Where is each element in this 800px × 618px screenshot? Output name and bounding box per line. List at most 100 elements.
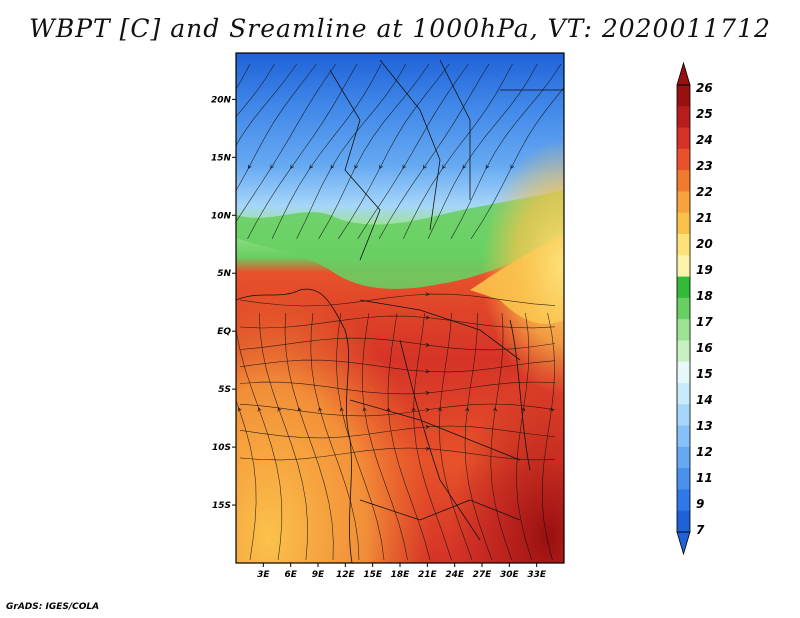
border-line <box>329 69 381 261</box>
streamline-arrow <box>423 164 427 169</box>
border-line <box>509 319 531 471</box>
lat-axis: 20N 15N 10N 5N EQ 5S 10S 15S <box>211 95 236 511</box>
colorbar-swatch <box>677 404 690 427</box>
colorbar-label: 24 <box>696 133 713 147</box>
streamline-arrow <box>318 407 323 412</box>
streamline-arrow <box>425 369 430 374</box>
border-line <box>379 59 441 231</box>
streamline <box>338 63 450 239</box>
colorbar-swatch <box>677 319 690 341</box>
streamline-arrow <box>402 164 407 169</box>
streamline-arrow <box>362 407 367 412</box>
lon-tick-label: 3E <box>257 570 270 580</box>
streamline <box>296 63 407 239</box>
lon-axis: 3E 6E 9E 12E 15E 18E 21E 24E 27E 30E 33E <box>257 563 547 580</box>
streamline-arrow <box>257 407 262 412</box>
streamline <box>318 63 430 239</box>
lon-tick-label: 27E <box>473 570 493 580</box>
colorbar-swatch <box>677 234 690 256</box>
colorbar-label: 15 <box>696 367 713 381</box>
southeast-hot-zone <box>236 53 564 563</box>
colorbar-swatch <box>677 425 690 448</box>
border-line <box>359 299 521 361</box>
colorbar-swatch <box>677 106 690 129</box>
streamline-arrow <box>465 407 470 412</box>
map-plot: 20N 15N 10N 5N EQ 5S 10S 15S 3E 6E 9E 12E 15E 18E 21E… <box>177 52 565 580</box>
streamline <box>236 63 275 118</box>
lat-tick-label: 5N <box>217 269 231 279</box>
colorbar-label: 19 <box>696 263 713 277</box>
page-title: WBPT [C] and Sreamline at 1000hPa, VT: 2… <box>29 14 771 43</box>
colorbar-swatch <box>677 489 690 512</box>
colorbar-swatch <box>677 340 690 363</box>
streamline-arrow <box>485 164 490 169</box>
colorbar-bottom-arrow <box>676 531 691 556</box>
country-borders <box>236 59 564 563</box>
lon-tick-label: 15E <box>363 570 383 580</box>
streamline-arrow <box>339 407 344 412</box>
streamline-arrow <box>224 165 227 169</box>
colorbar-swatch <box>677 383 690 405</box>
streamline-arrow <box>425 424 430 429</box>
colorbar-label: 23 <box>696 159 713 173</box>
border-line <box>359 499 521 521</box>
colorbar-label: 14 <box>696 393 713 407</box>
colorbar-swatch <box>677 85 690 107</box>
streamline <box>247 63 358 239</box>
footer-credit: GrADS: IGES/COLA <box>6 602 100 612</box>
streamline <box>490 312 513 561</box>
streamline-arrow <box>177 165 180 169</box>
streamline <box>464 312 493 561</box>
lon-tick-label: 33E <box>527 570 547 580</box>
streamline-arrow <box>411 407 416 412</box>
streamline <box>361 312 408 561</box>
streamline <box>427 63 538 239</box>
streamline-arrow <box>462 164 467 169</box>
colorbar-label: 18 <box>696 289 713 303</box>
streamline <box>310 312 360 561</box>
streamline-arrow <box>425 390 430 395</box>
lat-tick-label: EQ <box>217 327 231 337</box>
colorbar-swatch <box>677 510 690 533</box>
streamline <box>413 312 452 561</box>
lon-tick-label: 12E <box>336 570 356 580</box>
lat-tick-label: 20N <box>211 95 232 105</box>
streamline <box>236 63 336 223</box>
streamline <box>239 425 556 439</box>
colorbar-swatch <box>677 468 690 490</box>
border-line <box>439 59 471 200</box>
colorbar-label: 26 <box>696 81 713 95</box>
streamline-arrow <box>330 164 335 169</box>
lon-tick-label: 30E <box>500 570 520 580</box>
lon-tick-label: 6E <box>284 570 297 580</box>
streamline <box>239 293 556 307</box>
border-line <box>349 399 521 461</box>
streamline <box>239 337 556 351</box>
lat-tick-label: 5S <box>218 385 231 395</box>
colorbar-label: 9 <box>696 497 704 511</box>
colorbar-swatch <box>677 255 690 278</box>
colorbar-label: 12 <box>696 445 713 459</box>
streamline <box>284 312 334 561</box>
colorbar-swatch <box>677 212 690 235</box>
streamline-arrow <box>425 315 430 320</box>
lon-tick-label: 18E <box>391 570 411 580</box>
streamline <box>239 359 556 373</box>
streamline <box>516 312 533 561</box>
streamline <box>239 447 556 461</box>
streamline <box>541 312 555 561</box>
streamline <box>378 63 490 239</box>
colorbar-swatch <box>677 170 690 192</box>
border-line <box>399 339 481 541</box>
lat-tick-label: 15S <box>212 501 231 511</box>
colorbar-swatch <box>677 361 690 384</box>
colorbar-label: 21 <box>696 211 713 225</box>
colorbar-label: 25 <box>696 107 713 121</box>
colorbar-swatch <box>677 446 690 469</box>
streamline-arrow <box>549 407 554 412</box>
coastline <box>236 288 353 563</box>
colorbar-label: 7 <box>696 523 705 537</box>
streamline-arrow <box>425 342 430 347</box>
streamline-arrow <box>354 164 358 169</box>
